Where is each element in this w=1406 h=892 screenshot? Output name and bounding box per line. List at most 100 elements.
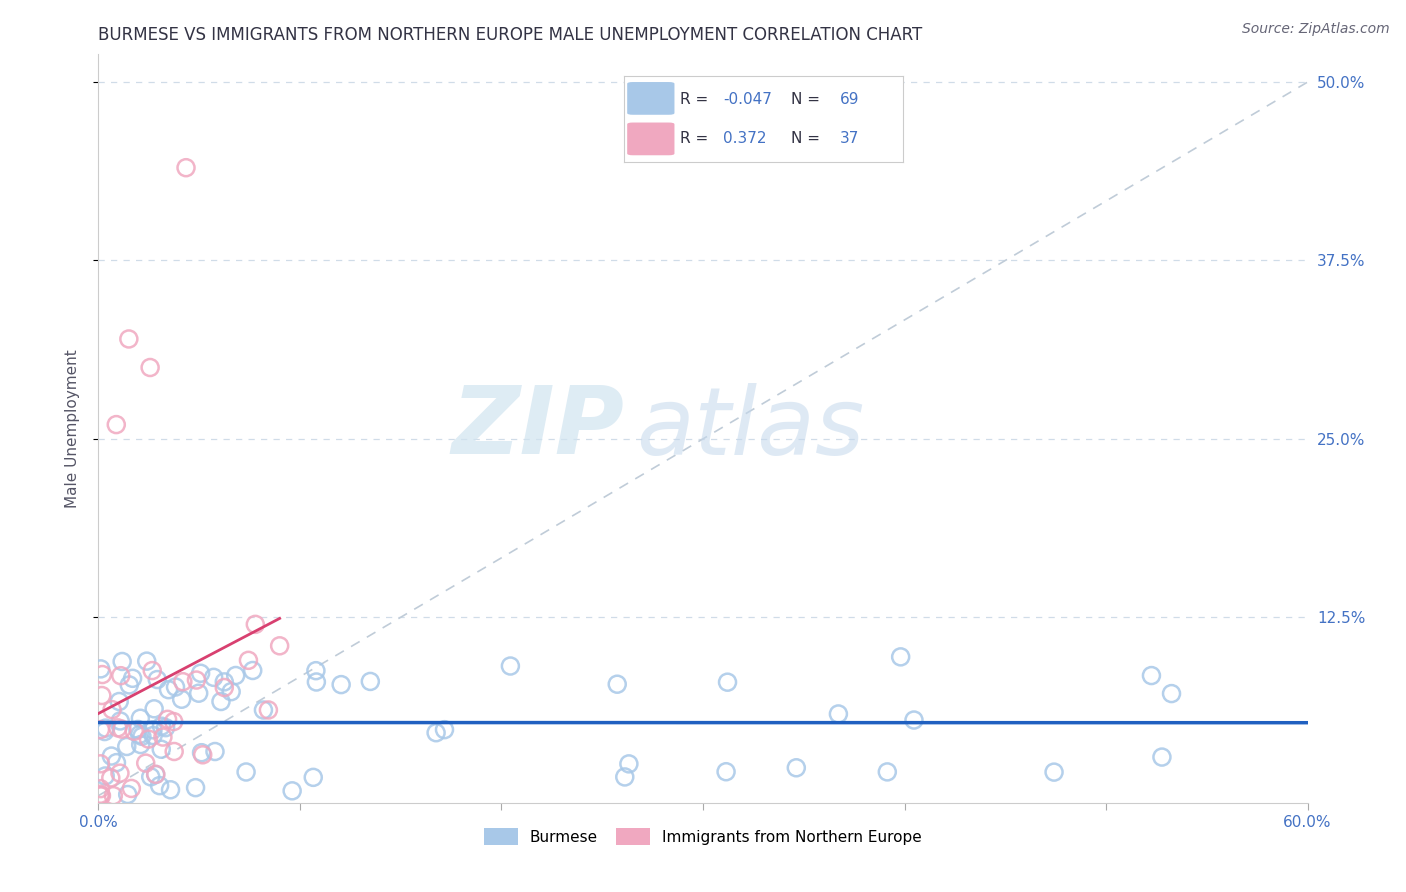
- Point: [257, 703, 280, 717]
- Point: [138, 732, 160, 747]
- Point: [89, 781, 111, 796]
- Point: [191, 747, 214, 762]
- Point: [159, 782, 181, 797]
- Point: [155, 721, 177, 735]
- Point: [139, 360, 162, 375]
- Point: [100, 749, 122, 764]
- Point: [152, 730, 174, 744]
- Point: [242, 664, 264, 678]
- Point: [190, 746, 212, 760]
- Point: [142, 729, 165, 743]
- Point: [184, 780, 207, 795]
- Point: [100, 771, 122, 785]
- Point: [209, 694, 232, 708]
- Point: [90, 789, 112, 803]
- Point: [238, 653, 260, 667]
- Point: [135, 654, 157, 668]
- Point: [170, 692, 193, 706]
- Point: [108, 766, 131, 780]
- Point: [89, 723, 111, 737]
- Point: [131, 729, 153, 743]
- Point: [111, 655, 134, 669]
- Point: [141, 664, 163, 678]
- Point: [129, 738, 152, 752]
- Point: [127, 723, 149, 737]
- Text: ZIP: ZIP: [451, 382, 624, 475]
- Point: [108, 694, 131, 708]
- Point: [105, 417, 128, 432]
- Point: [613, 770, 636, 784]
- Text: atlas: atlas: [637, 383, 865, 474]
- Point: [174, 161, 197, 175]
- Point: [190, 666, 212, 681]
- Point: [890, 649, 912, 664]
- Point: [214, 674, 236, 689]
- Point: [163, 714, 186, 729]
- Point: [150, 742, 173, 756]
- Point: [252, 703, 274, 717]
- Point: [110, 669, 132, 683]
- Point: [145, 767, 167, 781]
- Point: [156, 712, 179, 726]
- Point: [204, 745, 226, 759]
- Legend: Burmese, Immigrants from Northern Europe: Burmese, Immigrants from Northern Europe: [478, 822, 928, 851]
- Point: [225, 668, 247, 682]
- Point: [146, 673, 169, 687]
- Point: [103, 789, 125, 803]
- Point: [128, 727, 150, 741]
- Point: [172, 674, 194, 689]
- Point: [115, 739, 138, 754]
- Point: [1043, 765, 1066, 780]
- Point: [139, 770, 162, 784]
- Point: [617, 756, 640, 771]
- Point: [305, 664, 328, 678]
- Point: [1140, 668, 1163, 682]
- Point: [93, 724, 115, 739]
- Point: [330, 677, 353, 691]
- Point: [305, 675, 328, 690]
- Point: [135, 756, 157, 770]
- Point: [89, 789, 111, 803]
- Text: BURMESE VS IMMIGRANTS FROM NORTHERN EUROPE MALE UNEMPLOYMENT CORRELATION CHART: BURMESE VS IMMIGRANTS FROM NORTHERN EURO…: [98, 26, 922, 44]
- Point: [359, 674, 381, 689]
- Point: [90, 689, 112, 703]
- Point: [111, 722, 134, 736]
- Point: [499, 659, 522, 673]
- Point: [1150, 750, 1173, 764]
- Y-axis label: Male Unemployment: Male Unemployment: [65, 349, 80, 508]
- Point: [94, 721, 117, 735]
- Point: [302, 770, 325, 784]
- Point: [145, 767, 167, 781]
- Point: [425, 725, 447, 739]
- Point: [94, 769, 117, 783]
- Point: [129, 711, 152, 725]
- Point: [714, 764, 737, 779]
- Point: [108, 714, 131, 728]
- Point: [89, 787, 111, 801]
- Point: [716, 675, 738, 690]
- Point: [157, 682, 180, 697]
- Point: [187, 686, 209, 700]
- Point: [89, 756, 111, 771]
- Point: [118, 678, 141, 692]
- Point: [150, 719, 173, 733]
- Point: [827, 706, 849, 721]
- Point: [903, 713, 925, 727]
- Point: [876, 764, 898, 779]
- Point: [121, 671, 143, 685]
- Point: [142, 723, 165, 737]
- Point: [124, 724, 146, 739]
- Point: [118, 332, 141, 346]
- Point: [433, 723, 456, 737]
- Point: [90, 662, 112, 676]
- Point: [143, 702, 166, 716]
- Point: [219, 684, 242, 698]
- Point: [606, 677, 628, 691]
- Point: [105, 756, 128, 770]
- Point: [120, 781, 142, 796]
- Point: [202, 670, 225, 684]
- Point: [163, 744, 186, 758]
- Point: [235, 764, 257, 779]
- Point: [117, 788, 139, 802]
- Point: [281, 784, 304, 798]
